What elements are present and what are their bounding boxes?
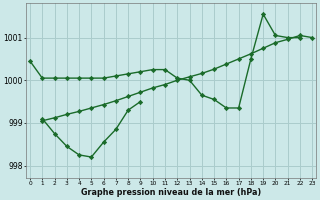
X-axis label: Graphe pression niveau de la mer (hPa): Graphe pression niveau de la mer (hPa): [81, 188, 261, 197]
